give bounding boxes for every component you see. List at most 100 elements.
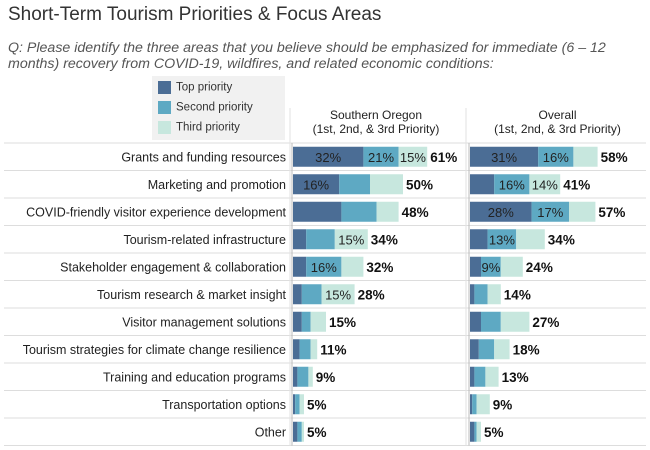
bar-segment-southern-oregon bbox=[293, 421, 298, 442]
bar-segment-overall bbox=[573, 146, 598, 167]
total-value-label: 34% bbox=[371, 232, 398, 247]
bar-segment-overall bbox=[569, 201, 596, 222]
question-line-2: months) recovery from COVID-19, wildfire… bbox=[8, 55, 494, 72]
bar-segment-overall bbox=[476, 421, 481, 442]
bar-segment-southern-oregon bbox=[363, 146, 399, 167]
bar-segment-southern-oregon bbox=[339, 174, 370, 195]
total-value-label: 50% bbox=[406, 177, 433, 192]
bar-segment-overall bbox=[470, 366, 475, 387]
bar-segment-overall bbox=[500, 311, 530, 332]
chart-title: Short-Term Tourism Priorities & Focus Ar… bbox=[8, 4, 382, 25]
bar-segment-overall bbox=[494, 174, 530, 195]
bar-segment-southern-oregon bbox=[299, 339, 311, 360]
total-value-label: 5% bbox=[307, 425, 327, 440]
survey-question: Q: Please identify the three areas that … bbox=[8, 40, 648, 72]
segment-value-label: 15% bbox=[400, 150, 426, 165]
segment-value-label: 28% bbox=[488, 205, 514, 220]
panel-title-line2: (1st, 2nd, & 3rd Priority) bbox=[312, 122, 440, 136]
segment-value-label: 16% bbox=[543, 150, 569, 165]
bar-segment-overall bbox=[470, 394, 473, 415]
total-value-label: 61% bbox=[430, 150, 457, 165]
legend-item-top: Top priority bbox=[158, 81, 232, 95]
bar-segment-southern-oregon bbox=[293, 284, 302, 305]
bar-segment-southern-oregon bbox=[295, 394, 300, 415]
segment-value-label: 9% bbox=[482, 260, 501, 275]
bar-segment-overall bbox=[470, 201, 532, 222]
legend-label-top: Top priority bbox=[176, 81, 233, 94]
bar-segment-southern-oregon bbox=[293, 174, 340, 195]
legend-swatch-second bbox=[158, 101, 171, 114]
bar-segment-overall bbox=[531, 201, 569, 222]
bar-segment-southern-oregon bbox=[293, 146, 364, 167]
bar-segment-overall bbox=[470, 146, 539, 167]
bar-segment-overall bbox=[470, 284, 475, 305]
segment-value-label: 32% bbox=[315, 150, 341, 165]
bar-segment-southern-oregon bbox=[293, 366, 298, 387]
total-value-label: 58% bbox=[601, 150, 628, 165]
bar-segment-overall bbox=[481, 311, 501, 332]
bar-segment-southern-oregon bbox=[301, 311, 311, 332]
total-value-label: 57% bbox=[598, 205, 625, 220]
panel-title-line2: (1st, 2nd, & 3rd Priority) bbox=[494, 122, 621, 136]
bar-segment-overall bbox=[500, 256, 523, 277]
legend-swatch-third bbox=[158, 121, 171, 134]
bar-segment-southern-oregon bbox=[301, 421, 304, 442]
bar-segment-overall bbox=[470, 421, 475, 442]
segment-value-label: 17% bbox=[537, 205, 563, 220]
segment-value-label: 15% bbox=[325, 287, 351, 302]
bar-segment-overall bbox=[538, 146, 574, 167]
bar-segment-southern-oregon bbox=[293, 229, 307, 250]
bar-segment-southern-oregon bbox=[293, 339, 300, 360]
total-value-label: 32% bbox=[366, 260, 393, 275]
bar-segment-overall bbox=[472, 394, 477, 415]
bar-segment-southern-oregon bbox=[341, 201, 377, 222]
segment-value-label: 16% bbox=[311, 260, 337, 275]
bar-segment-southern-oregon bbox=[310, 339, 318, 360]
category-label: Tourism-related infrastructure bbox=[123, 233, 286, 247]
panel-title-line1: Southern Oregon bbox=[329, 108, 423, 122]
bar-segment-southern-oregon bbox=[341, 256, 364, 277]
total-value-label: 18% bbox=[513, 342, 540, 357]
segment-value-label: 15% bbox=[338, 232, 364, 247]
legend: Top priority Second priority Third prior… bbox=[152, 76, 285, 140]
bar-segment-overall bbox=[470, 256, 481, 277]
category-label: Tourism research & market insight bbox=[97, 288, 286, 302]
segment-value-label: 16% bbox=[499, 177, 525, 192]
total-value-label: 27% bbox=[532, 315, 559, 330]
bar-segment-southern-oregon bbox=[306, 256, 342, 277]
category-label: Grants and funding resources bbox=[121, 150, 286, 164]
bar-segment-overall bbox=[470, 229, 488, 250]
bar-segment-overall bbox=[485, 366, 499, 387]
bar-segment-overall bbox=[470, 174, 495, 195]
bar-segment-southern-oregon bbox=[297, 366, 309, 387]
bar-segment-southern-oregon bbox=[297, 421, 302, 442]
total-value-label: 24% bbox=[526, 260, 553, 275]
total-value-label: 28% bbox=[358, 287, 385, 302]
panel-title-southern-oregon: Southern Oregon (1st, 2nd, & 3rd Priorit… bbox=[291, 108, 461, 136]
total-value-label: 14% bbox=[504, 287, 531, 302]
total-value-label: 48% bbox=[402, 205, 429, 220]
bar-segment-southern-oregon bbox=[310, 311, 326, 332]
total-value-label: 13% bbox=[502, 370, 529, 385]
segment-value-label: 31% bbox=[491, 150, 517, 165]
segment-value-label: 16% bbox=[303, 177, 329, 192]
legend-item-second: Second priority bbox=[158, 101, 253, 115]
bar-segment-southern-oregon bbox=[293, 311, 302, 332]
bar-segment-southern-oregon bbox=[301, 284, 322, 305]
category-label: Other bbox=[255, 425, 286, 439]
bar-segment-southern-oregon bbox=[293, 394, 296, 415]
total-value-label: 34% bbox=[548, 232, 575, 247]
category-label: Stakeholder engagement & collaboration bbox=[60, 260, 286, 274]
category-label: Training and education programs bbox=[103, 370, 286, 384]
total-value-label: 9% bbox=[493, 397, 513, 412]
legend-item-third: Third priority bbox=[158, 121, 240, 135]
bar-segment-southern-oregon bbox=[398, 146, 428, 167]
bar-segment-southern-oregon bbox=[308, 366, 313, 387]
bar-segment-overall bbox=[476, 394, 490, 415]
bar-segment-overall bbox=[470, 339, 479, 360]
question-line-1: Q: Please identify the three areas that … bbox=[8, 40, 606, 56]
total-value-label: 15% bbox=[329, 315, 356, 330]
segment-value-label: 13% bbox=[489, 232, 515, 247]
panel-title-line1: Overall bbox=[538, 108, 577, 122]
